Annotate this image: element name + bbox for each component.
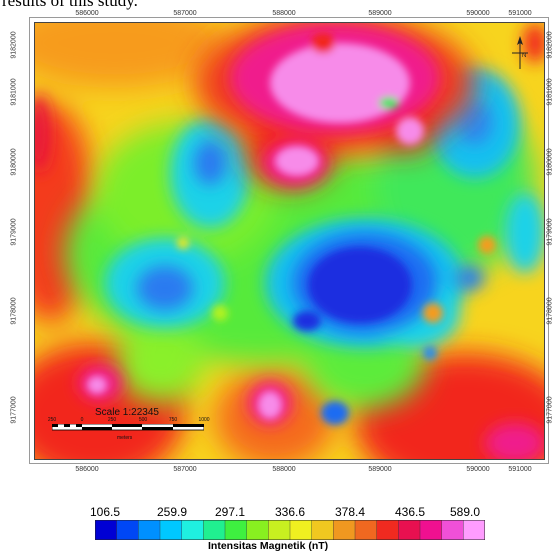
legend-swatch [225,520,247,540]
legend-label: 378.4 [334,505,366,519]
y-tick-right: 9178000 [546,297,554,325]
x-tick-bottom: 591000 [508,466,532,473]
legend-swatch [333,520,356,540]
x-tick-top: 590000 [466,10,490,17]
x-tick-top: 589000 [368,10,392,17]
legend-swatch [420,520,442,540]
legend-label: 336.6 [274,505,306,519]
color-scale-bar [95,520,485,540]
y-tick-right: 9182000 [546,31,554,59]
y-tick-right: 9177000 [546,396,554,424]
figure-caption: results of this study. [2,0,138,10]
x-tick-top: 588000 [272,10,296,17]
magnetic-anomaly-map [34,22,545,460]
x-tick-bottom: 590000 [466,466,490,473]
x-tick-top: 587000 [173,10,197,17]
y-tick-right: 9181000 [546,78,554,106]
legend-swatch [246,520,269,540]
legend-swatch [160,520,182,540]
x-tick-bottom: 587000 [173,466,197,473]
x-tick-bottom: 588000 [272,466,296,473]
legend-label: 106.5 [89,505,121,519]
scale-tick: 0 [80,417,84,423]
y-tick-left: 9178000 [10,297,18,325]
scale-tick: 250 [47,417,57,423]
legend-swatch [355,520,377,540]
scale-tick: 250 [107,417,117,423]
legend-swatch [376,520,399,540]
x-tick-bottom: 589000 [368,466,392,473]
north-label: N [522,53,526,59]
legend-swatch [463,520,485,540]
legend-label: 259.9 [156,505,188,519]
legend-swatch [138,520,161,540]
y-tick-left: 9181000 [10,78,18,106]
legend-swatch [268,520,291,540]
scale-bar [52,424,204,431]
anomaly-surface [35,23,544,459]
legend-title: Intensitas Magnetik (nT) [208,540,329,552]
legend-swatch [441,520,464,540]
legend-swatch [181,520,204,540]
y-tick-left: 9179000 [10,218,18,246]
x-tick-top: 586000 [75,10,99,17]
y-tick-right: 9180000 [546,148,554,176]
legend-label: 589.0 [449,505,481,519]
legend-swatch [290,520,312,540]
y-tick-left: 9182000 [10,31,18,59]
x-tick-bottom: 586000 [75,466,99,473]
legend-label: 297.1 [214,505,246,519]
y-tick-left: 9180000 [10,148,18,176]
north-arrow-icon: N [512,36,528,69]
scale-tick: 750 [168,417,178,423]
scale-tick: 500 [138,417,148,423]
y-tick-left: 9177000 [10,396,18,424]
legend-label: 436.5 [394,505,426,519]
legend-swatch [398,520,421,540]
legend-swatch [116,520,139,540]
legend-swatch [203,520,226,540]
x-tick-top: 591000 [508,10,532,17]
scale-title: Scale 1:22345 [95,407,159,418]
legend-swatch [311,520,334,540]
scale-tick: 1000 [198,417,210,423]
legend-swatch [95,520,117,540]
y-tick-right: 9179000 [546,218,554,246]
legend-border [95,520,485,540]
scale-unit: meters [117,435,133,441]
